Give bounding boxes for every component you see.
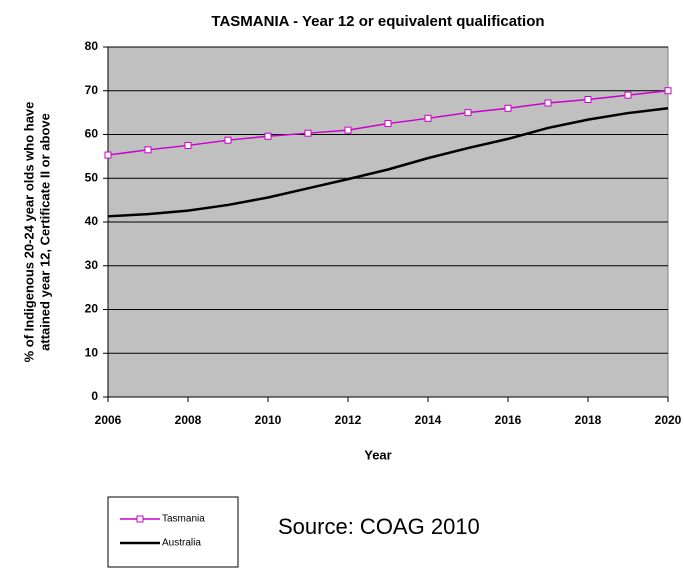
point-marker [624, 91, 632, 99]
point-marker [504, 104, 512, 112]
point-marker [304, 129, 312, 137]
y-axis-label: attained year 12, Certificate II or abov… [37, 113, 52, 351]
point-marker [184, 141, 192, 149]
x-axis-label: Year [364, 447, 391, 462]
point-marker [584, 96, 592, 103]
source-note: Source: COAG 2010 [278, 514, 480, 539]
y-tick-label: 50 [85, 170, 99, 184]
legend-label: Australia [162, 538, 201, 549]
point-marker [464, 109, 472, 117]
x-tick-label: 2020 [655, 413, 682, 427]
y-tick-label: 40 [85, 214, 99, 228]
y-tick-label: 60 [85, 127, 99, 141]
x-tick-label: 2010 [255, 413, 282, 427]
y-tick-label: 30 [85, 258, 99, 272]
y-tick-label: 80 [85, 39, 99, 53]
point-marker [544, 99, 552, 107]
legend [107, 496, 239, 568]
point-marker [424, 114, 432, 122]
series-line [107, 107, 669, 218]
y-tick-label: 20 [85, 302, 99, 316]
point-marker [264, 132, 272, 140]
x-tick-label: 2018 [575, 413, 602, 427]
point-marker [384, 120, 392, 128]
point-marker [144, 146, 152, 154]
y-tick-label: 70 [85, 83, 99, 97]
y-axis-label: % of Indigenous 20-24 year olds who have [21, 102, 36, 363]
x-tick-label: 2008 [175, 413, 202, 427]
x-tick-label: 2016 [495, 413, 522, 427]
point-marker [664, 87, 672, 95]
point-marker [104, 151, 112, 159]
x-tick-label: 2006 [95, 413, 122, 427]
legend-marker [136, 515, 144, 523]
legend-label: Tasmania [162, 514, 205, 525]
y-tick-label: 10 [85, 345, 99, 359]
point-marker [344, 126, 352, 134]
chart-title: TASMANIA - Year 12 or equivalent qualifi… [211, 13, 544, 30]
y-tick-label: 0 [91, 389, 98, 403]
x-tick-label: 2012 [335, 413, 362, 427]
x-tick-label: 2014 [415, 413, 442, 427]
point-marker [224, 136, 232, 144]
